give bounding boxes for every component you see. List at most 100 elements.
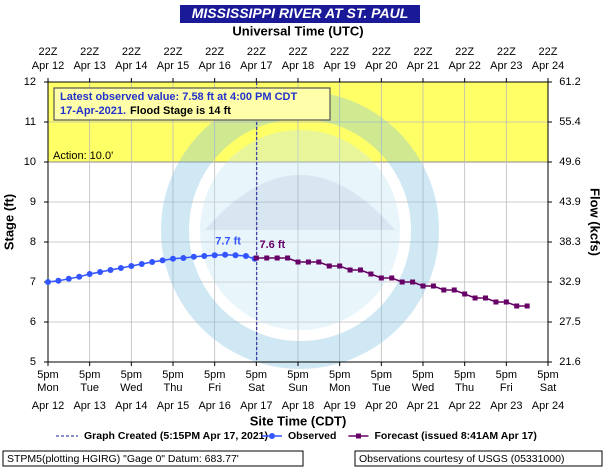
observed-point [170,255,176,262]
point-label: 7.6 ft [259,239,285,251]
observed-point [97,269,104,275]
x-tick-date: Apr 23 [490,400,522,412]
top-x-tick-date: Apr 18 [282,60,314,72]
x-tick-date: Apr 19 [323,400,355,412]
x-tick-label: 5pm [204,369,225,381]
x-tick-weekday: Fri [208,382,221,394]
y2-tick-label: 61.2 [559,76,580,88]
x-tick-weekday: Wed [120,382,142,394]
title-bar [180,5,420,23]
forecast-point [483,295,488,301]
forecast-point [441,287,447,293]
legend-marker [355,433,361,439]
forecast-point [358,267,363,273]
x-tick-weekday: Mon [329,382,350,394]
x-tick-weekday: Mon [37,382,58,394]
observed-point [211,252,218,259]
top-x-tick-label: 22Z [80,46,99,58]
top-x-tick-date: Apr 22 [448,60,480,72]
x-tick-weekday: Sun [288,382,308,394]
y-tick-label: 12 [24,76,36,88]
y-tick-label: 10 [24,156,36,168]
forecast-point [389,275,395,281]
observed-point [190,253,197,260]
noaa-watermark [161,91,439,369]
x-tick-date: Apr 21 [407,400,439,412]
observed-point [107,267,114,273]
observed-point [149,259,156,265]
forecast-point [524,303,530,309]
observed-point [65,275,72,282]
point-label: 7.7 ft [215,236,241,248]
x-tick-label: 5pm [537,369,558,381]
observed-point [222,251,229,258]
top-x-tick-date: Apr 20 [365,60,397,72]
chart-title: MISSISSIPPI RIVER AT ST. PAUL [192,5,409,21]
forecast-point [274,255,280,261]
y2-tick-label: 21.6 [559,356,580,368]
top-x-tick-label: 22Z [539,46,558,58]
forecast-point [316,259,322,265]
observed-point [45,279,51,285]
top-x-tick-date: Apr 15 [157,60,189,72]
top-x-tick-label: 22Z [289,46,308,58]
forecast-point [514,303,520,309]
observed-point [242,253,249,259]
top-x-tick-date: Apr 13 [73,60,105,72]
observed-point [76,273,83,280]
top-axis-label: Universal Time (UTC) [232,23,363,38]
top-x-tick-label: 22Z [164,46,183,58]
y2-tick-label: 32.9 [559,276,580,288]
legend-label: Observed [288,430,336,442]
top-x-tick-label: 22Z [205,46,224,58]
x-tick-label: 5pm [37,369,58,381]
x-tick-date: Apr 12 [32,400,64,412]
y-tick-label: 11 [25,116,36,128]
y2-tick-label: 38.3 [559,236,580,248]
x-tick-label: 5pm [287,369,308,381]
legend-marker [269,433,275,439]
top-x-tick-date: Apr 19 [323,60,355,72]
forecast-point [285,255,291,261]
x-tick-label: 5pm [121,369,142,381]
x-tick-label: 5pm [246,369,267,381]
y2-tick-label: 27.5 [559,316,580,328]
forecast-point [503,299,509,305]
x-tick-date: Apr 20 [365,400,397,412]
top-x-tick-date: Apr 14 [115,60,147,72]
footer-right: Observations courtesy of USGS (05331000) [359,453,564,465]
x-tick-label: 5pm [454,369,475,381]
info-line-1: Latest observed value: 7.58 ft at 4:00 P… [60,91,297,103]
legend: Graph Created (5:15PM Apr 17, 2021) Obse… [56,430,537,442]
observed-point [180,255,187,261]
y-axis-label: Stage (ft) [1,194,16,250]
observed-point [128,263,135,269]
info-box [53,87,331,121]
footer-left-box [2,450,304,467]
footer-left: STPM5(plotting HGIRG) "Gage 0" Datum: 68… [7,453,239,465]
x-tick-label: 5pm [496,369,517,381]
top-x-tick-date: Apr 12 [32,60,64,72]
footer-right-box [354,450,603,467]
observed-point [201,253,208,259]
top-x-tick-label: 22Z [39,46,58,58]
forecast-point [368,271,374,277]
x-tick-label: 5pm [412,369,433,381]
forecast-point [326,263,332,269]
observed-point [117,265,124,271]
info-line-3: Flood Stage is 14 ft [130,105,231,117]
forecast-point [430,283,436,289]
plot-frame [47,81,549,363]
y2-tick-label: 55.4 [559,116,580,128]
top-x-tick-label: 22Z [122,46,141,58]
x-tick-weekday: Tue [80,382,99,394]
top-x-tick-label: 22Z [455,46,474,58]
top-x-tick-label: 22Z [497,46,516,58]
legend-created: Graph Created (5:15PM Apr 17, 2021) [84,430,268,442]
top-x-tick-date: Apr 17 [240,60,272,72]
x-tick-weekday: Sat [540,382,557,394]
forecast-point [337,263,343,269]
x-tick-date: Apr 18 [282,400,314,412]
observed-point [159,257,166,264]
